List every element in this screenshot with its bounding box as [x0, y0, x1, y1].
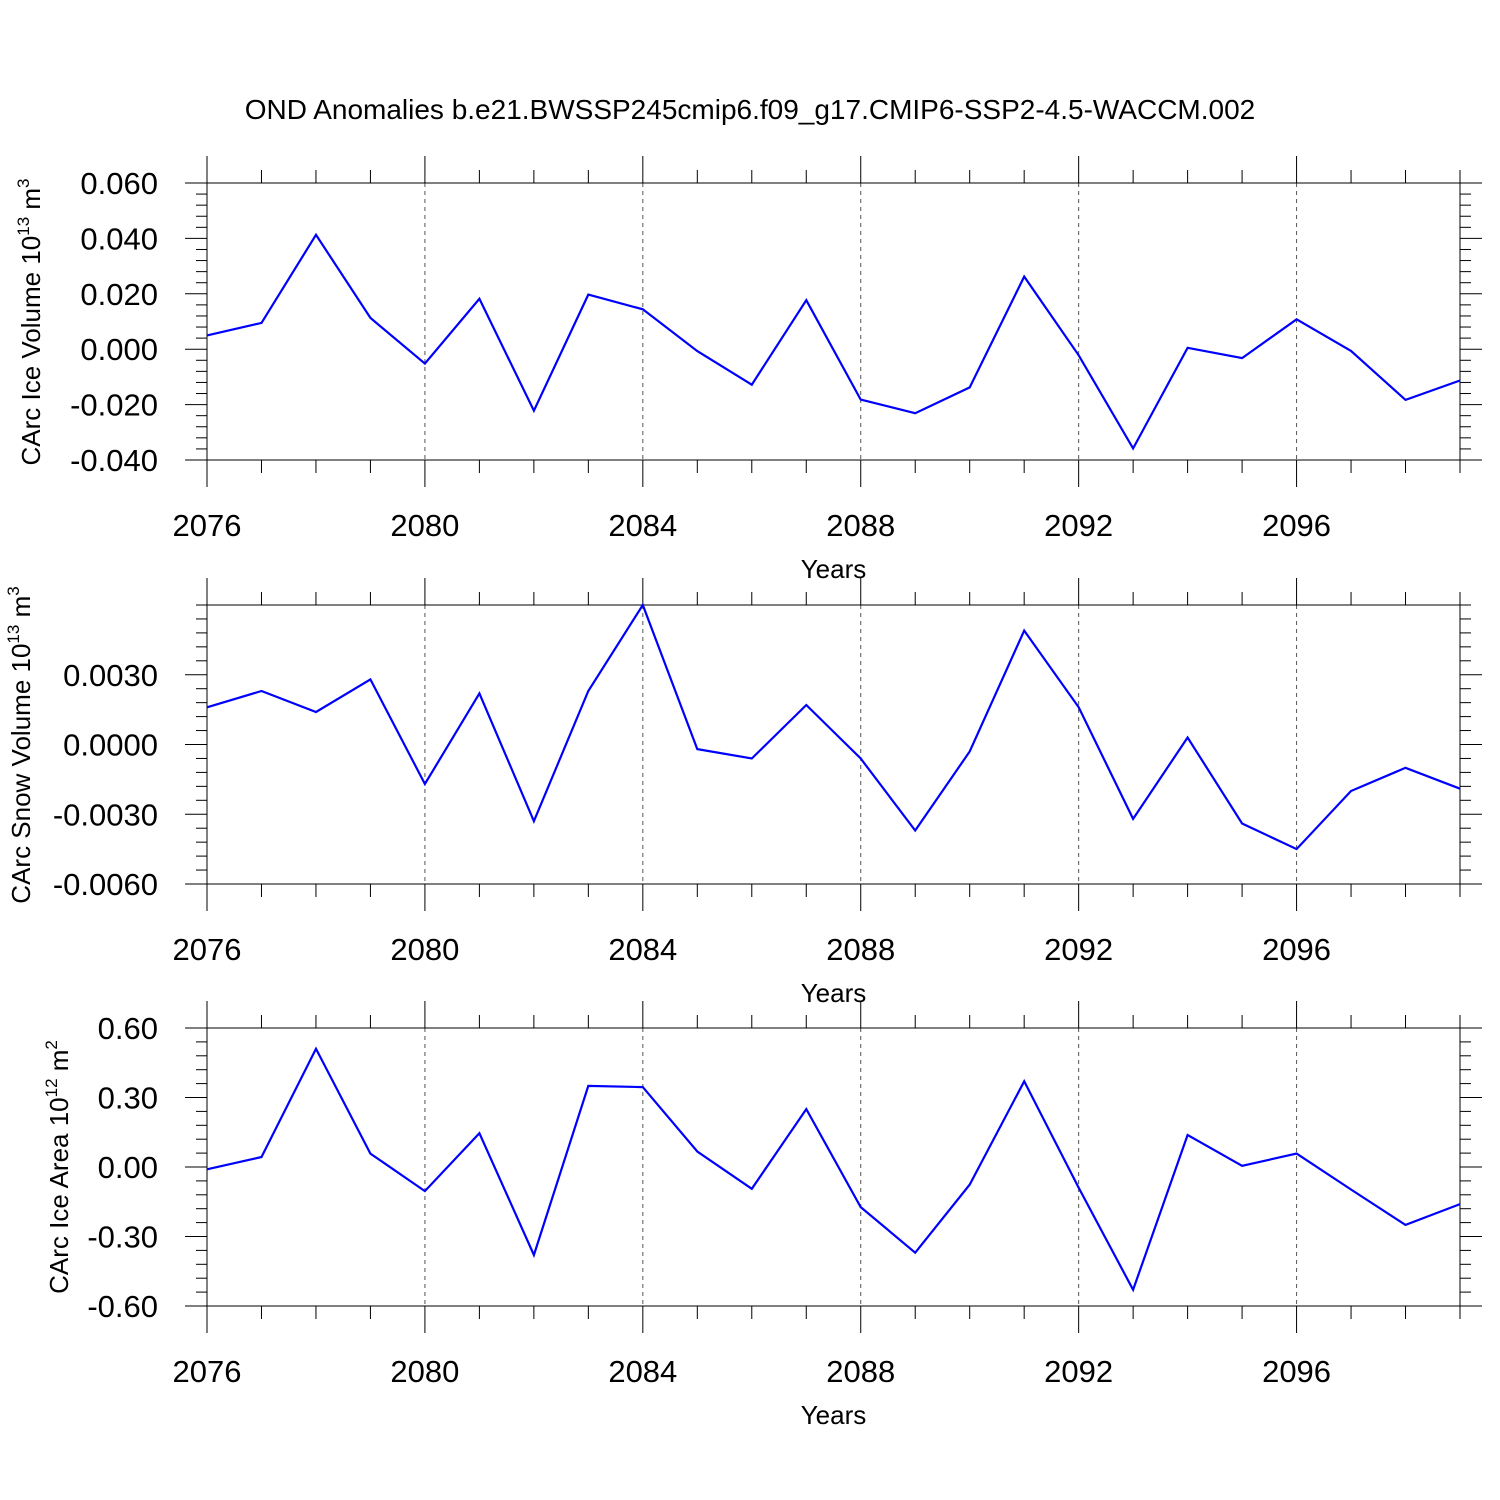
- plot-frame: [206, 1027, 1461, 1307]
- series-line: [206, 1046, 1461, 1293]
- chart-panel-2: 0.0030 0.0000 -0.0030 -0.0060 2076 2080 2084 20…: [4, 578, 1482, 1008]
- y-axis-title: CArc Snow Volume 1013 m3: [4, 586, 36, 903]
- y-tick-label: 0.30: [98, 1081, 158, 1116]
- y-tick-label: -0.60: [87, 1289, 158, 1324]
- x-axis-title: Years: [801, 1400, 867, 1430]
- x-tick-label: 2088: [826, 1354, 895, 1389]
- x-tick-label: 2092: [1044, 932, 1113, 967]
- series-line: [206, 602, 1461, 851]
- series-line: [206, 232, 1461, 451]
- x-tick-label: 2096: [1262, 932, 1331, 967]
- x-tick-label: 2080: [390, 1354, 459, 1389]
- x-tick-label: 2080: [390, 932, 459, 967]
- x-axis-title: Years: [801, 978, 867, 1008]
- x-tick-label: 2084: [608, 932, 677, 967]
- chart-panel-3: 0.60 0.30 0.00 -0.30 -0.60 2076 2080 2084 2088 20…: [42, 1001, 1482, 1430]
- chart-panel-1: 0.060 0.040 0.020 0.000 -0.020 -0.040 2076 2080…: [14, 156, 1482, 584]
- y-tick-label: 0.60: [98, 1011, 158, 1046]
- y-tick-label: 0.0000: [63, 728, 158, 763]
- x-tick-label: 2092: [1044, 508, 1113, 543]
- x-tick-label: 2080: [390, 508, 459, 543]
- y-tick-label: -0.30: [87, 1220, 158, 1255]
- chart-title: OND Anomalies b.e21.BWSSP245cmip6.f09_g1…: [245, 94, 1256, 125]
- x-tick-label: 2084: [608, 1354, 677, 1389]
- y-tick-label: 0.060: [80, 166, 158, 201]
- x-tick-label: 2088: [826, 508, 895, 543]
- x-tick-label: 2084: [608, 508, 677, 543]
- y-tick-label: 0.00: [98, 1150, 158, 1185]
- y-tick-label: 0.040: [80, 221, 158, 256]
- y-tick-label: 0.0030: [63, 658, 158, 693]
- x-tick-label: 2088: [826, 932, 895, 967]
- y-axis-title: CArc Ice Area 1012 m2: [42, 1040, 74, 1294]
- y-axis-title: CArc Ice Volume 1013 m3: [14, 178, 46, 465]
- x-tick-label: 2096: [1262, 508, 1331, 543]
- plot-frame: [206, 604, 1461, 885]
- y-tick-label: -0.0060: [53, 867, 158, 902]
- x-tick-label: 2076: [173, 932, 242, 967]
- plot-frame: [206, 182, 1461, 461]
- y-tick-label: -0.040: [70, 443, 158, 478]
- y-tick-label: 0.000: [80, 332, 158, 367]
- x-tick-label: 2076: [173, 508, 242, 543]
- y-tick-label: -0.020: [70, 388, 158, 423]
- x-tick-label: 2092: [1044, 1354, 1113, 1389]
- x-tick-label: 2076: [173, 1354, 242, 1389]
- y-tick-label: -0.0030: [53, 797, 158, 832]
- y-tick-label: 0.020: [80, 277, 158, 312]
- x-tick-label: 2096: [1262, 1354, 1331, 1389]
- x-axis-title: Years: [801, 554, 867, 584]
